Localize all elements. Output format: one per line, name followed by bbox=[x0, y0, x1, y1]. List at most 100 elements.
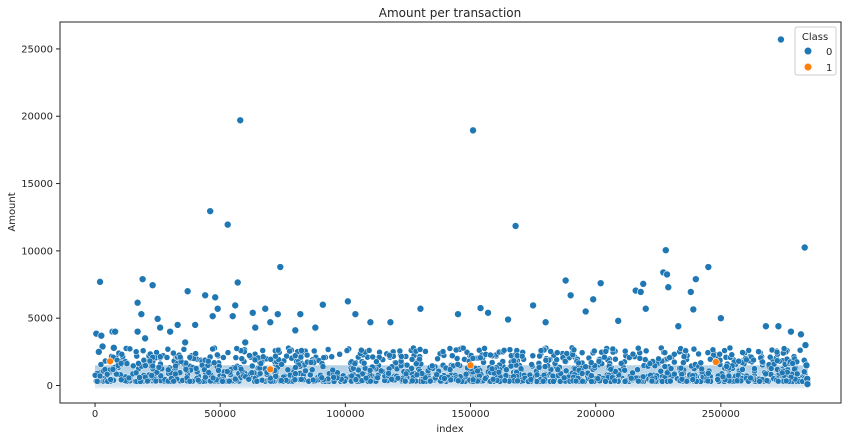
point-bulk bbox=[286, 347, 293, 355]
point-class-0 bbox=[663, 270, 671, 279]
point-bulk bbox=[621, 378, 629, 385]
legend-frame bbox=[794, 26, 837, 76]
point-bulk bbox=[462, 370, 470, 378]
point-bulk bbox=[97, 361, 105, 368]
point-bulk bbox=[488, 365, 496, 373]
point-bulk bbox=[459, 344, 467, 352]
point-class-0 bbox=[291, 326, 300, 335]
point-bulk bbox=[719, 373, 727, 380]
point-bulk bbox=[126, 345, 134, 353]
point-bulk bbox=[251, 356, 259, 364]
point-bulk bbox=[446, 345, 454, 352]
point-bulk bbox=[202, 373, 209, 381]
x-tick-label: 100000 bbox=[326, 409, 364, 420]
point-bulk bbox=[416, 346, 424, 353]
point-bulk bbox=[157, 353, 164, 360]
point-class-0 bbox=[261, 304, 270, 313]
point-bulk bbox=[328, 353, 335, 360]
point-bulk bbox=[125, 374, 133, 382]
point-bulk bbox=[646, 360, 654, 367]
point-bulk bbox=[277, 377, 285, 384]
point-class-0 bbox=[166, 327, 174, 336]
point-bulk bbox=[705, 370, 712, 377]
point-bulk bbox=[144, 377, 151, 385]
point-bulk bbox=[272, 373, 279, 380]
point-bulk bbox=[205, 369, 213, 376]
point-bulk bbox=[563, 350, 571, 357]
point-bulk bbox=[517, 365, 525, 372]
point-class-0 bbox=[504, 315, 512, 324]
point-class-0 bbox=[351, 310, 360, 318]
point-class-0 bbox=[311, 323, 320, 332]
point-class-0 bbox=[762, 322, 770, 331]
point-class-0 bbox=[319, 300, 327, 309]
point-class-0 bbox=[133, 327, 142, 336]
point-bulk bbox=[661, 349, 669, 356]
point-class-0 bbox=[223, 220, 232, 229]
point-bulk bbox=[528, 361, 535, 368]
point-bulk bbox=[671, 370, 678, 378]
point-bulk bbox=[454, 377, 462, 385]
point-class-0 bbox=[777, 35, 785, 44]
point-class-0 bbox=[614, 317, 623, 325]
point-class-0 bbox=[156, 323, 164, 332]
point-bulk bbox=[745, 347, 752, 354]
point-bulk bbox=[377, 367, 385, 375]
point-class-0 bbox=[251, 323, 260, 332]
point-bulk bbox=[642, 347, 650, 355]
point-bulk bbox=[612, 355, 619, 363]
point-bulk bbox=[622, 347, 629, 355]
point-bulk bbox=[155, 364, 163, 371]
point-class-0 bbox=[94, 348, 103, 356]
x-tick-label: 200000 bbox=[577, 409, 615, 420]
point-bulk bbox=[142, 362, 149, 369]
point-bulk bbox=[132, 348, 140, 355]
point-class-0 bbox=[529, 301, 537, 310]
point-class-0 bbox=[276, 263, 285, 271]
point-class-0 bbox=[273, 310, 282, 318]
point-class-0 bbox=[541, 318, 550, 327]
point-bulk bbox=[130, 362, 137, 370]
point-bulk bbox=[259, 347, 266, 354]
point-class-0 bbox=[211, 293, 219, 302]
dense-band bbox=[91, 344, 812, 389]
point-bulk bbox=[146, 357, 154, 365]
point-bulk bbox=[385, 370, 392, 377]
point-bulk bbox=[678, 375, 686, 383]
point-bulk bbox=[773, 357, 781, 364]
point-bulk bbox=[635, 377, 642, 385]
point-bulk bbox=[728, 351, 736, 359]
point-class-0 bbox=[581, 307, 590, 316]
point-class-0 bbox=[787, 327, 795, 336]
point-bulk bbox=[329, 366, 337, 374]
point-bulk bbox=[601, 353, 608, 361]
point-bulk bbox=[561, 358, 569, 365]
point-bulk bbox=[695, 350, 702, 358]
x-tick-label: 0 bbox=[92, 409, 98, 420]
point-bulk bbox=[253, 378, 261, 385]
point-bulk bbox=[219, 378, 226, 385]
point-bulk bbox=[186, 354, 194, 361]
point-bulk bbox=[677, 364, 685, 372]
point-bulk bbox=[773, 348, 781, 356]
point-bulk bbox=[416, 355, 423, 363]
point-bulk bbox=[570, 346, 578, 354]
point-bulk bbox=[170, 377, 177, 385]
point-bulk bbox=[602, 378, 609, 385]
point-bulk bbox=[743, 356, 750, 364]
point-bulk bbox=[123, 360, 131, 367]
point-bulk bbox=[488, 359, 496, 366]
point-bulk bbox=[514, 377, 521, 385]
point-bulk bbox=[164, 345, 172, 353]
point-bulk bbox=[549, 372, 557, 380]
point-bulk bbox=[209, 374, 217, 382]
point-bulk bbox=[667, 365, 675, 372]
point-class-0 bbox=[561, 276, 570, 285]
point-bulk bbox=[298, 347, 305, 354]
point-bulk bbox=[579, 377, 586, 385]
point-bulk bbox=[233, 345, 240, 352]
legend-marker-1 bbox=[804, 63, 812, 71]
point-bulk bbox=[343, 347, 351, 354]
point-bulk bbox=[477, 354, 484, 361]
point-bulk bbox=[232, 354, 240, 361]
